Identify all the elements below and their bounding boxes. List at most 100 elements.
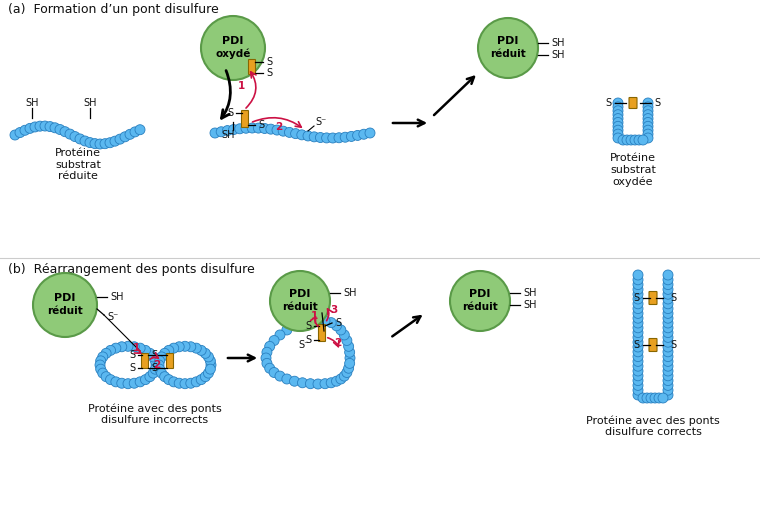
Circle shape (633, 356, 643, 367)
Text: Protéine avec des ponts
disulfure incorrects: Protéine avec des ponts disulfure incorr… (88, 403, 222, 425)
Circle shape (260, 123, 270, 133)
Circle shape (253, 123, 264, 133)
Circle shape (15, 128, 25, 138)
Circle shape (216, 127, 226, 137)
FancyBboxPatch shape (649, 291, 657, 304)
Circle shape (264, 363, 274, 373)
Circle shape (344, 342, 353, 351)
Circle shape (196, 345, 206, 356)
Circle shape (10, 130, 20, 140)
Circle shape (262, 358, 272, 368)
Circle shape (50, 123, 60, 133)
Circle shape (229, 124, 239, 134)
Text: Protéine
substrat
réduite: Protéine substrat réduite (55, 148, 101, 181)
Circle shape (633, 380, 643, 390)
Circle shape (334, 133, 344, 143)
Circle shape (20, 126, 30, 135)
Circle shape (643, 129, 653, 139)
Text: S: S (634, 293, 640, 303)
Circle shape (272, 125, 282, 135)
Circle shape (633, 333, 643, 343)
Text: S: S (151, 363, 157, 373)
Circle shape (306, 316, 315, 326)
Circle shape (654, 393, 664, 403)
Circle shape (663, 337, 673, 347)
Text: 1: 1 (311, 311, 318, 321)
Circle shape (663, 309, 673, 319)
FancyBboxPatch shape (318, 324, 325, 342)
Text: S: S (151, 350, 157, 360)
Circle shape (633, 376, 643, 385)
Text: 1: 1 (238, 81, 245, 91)
Circle shape (633, 285, 643, 294)
Circle shape (306, 379, 315, 389)
Text: oxydé: oxydé (215, 49, 251, 59)
Circle shape (169, 343, 179, 353)
Circle shape (613, 102, 623, 112)
Text: PDI: PDI (223, 36, 244, 46)
Circle shape (345, 347, 355, 357)
FancyBboxPatch shape (249, 60, 255, 74)
Circle shape (196, 374, 206, 384)
Text: SH: SH (221, 130, 235, 140)
Circle shape (135, 377, 145, 387)
Circle shape (129, 342, 139, 352)
Circle shape (650, 393, 660, 403)
Circle shape (270, 271, 330, 331)
Circle shape (315, 132, 325, 143)
Circle shape (642, 393, 652, 403)
Circle shape (345, 358, 355, 368)
Circle shape (129, 378, 139, 388)
Circle shape (111, 377, 121, 387)
Circle shape (347, 131, 356, 141)
Circle shape (96, 364, 106, 374)
Circle shape (210, 128, 220, 138)
Circle shape (55, 124, 65, 134)
Circle shape (282, 325, 292, 335)
Text: 1: 1 (133, 343, 141, 353)
Text: 2: 2 (334, 338, 341, 348)
Circle shape (290, 129, 301, 139)
Circle shape (643, 121, 653, 131)
Circle shape (30, 122, 40, 132)
Circle shape (100, 139, 110, 149)
Circle shape (95, 360, 105, 370)
Circle shape (321, 133, 331, 143)
Circle shape (613, 98, 623, 108)
Circle shape (633, 366, 643, 376)
Text: PDI: PDI (290, 289, 311, 299)
Circle shape (284, 128, 294, 138)
FancyBboxPatch shape (141, 354, 148, 369)
Circle shape (663, 275, 673, 285)
Circle shape (663, 280, 673, 290)
Text: S: S (670, 340, 676, 350)
Circle shape (320, 379, 330, 389)
Text: 3: 3 (330, 305, 337, 315)
Text: S: S (266, 68, 272, 78)
Circle shape (643, 133, 653, 143)
Text: SH: SH (25, 98, 39, 108)
Circle shape (633, 303, 643, 314)
Circle shape (633, 318, 643, 328)
Circle shape (205, 364, 215, 374)
Circle shape (247, 123, 257, 133)
Circle shape (101, 348, 111, 358)
Circle shape (339, 330, 350, 340)
Circle shape (297, 378, 308, 388)
Circle shape (622, 135, 632, 145)
Circle shape (633, 313, 643, 323)
Circle shape (633, 294, 643, 304)
Text: S⁻: S⁻ (299, 340, 310, 350)
Circle shape (633, 385, 643, 395)
Circle shape (106, 345, 116, 356)
Text: réduit: réduit (462, 302, 498, 312)
Circle shape (151, 360, 161, 370)
Circle shape (331, 376, 341, 386)
Circle shape (180, 342, 190, 351)
Circle shape (150, 356, 160, 366)
Circle shape (663, 270, 673, 280)
Circle shape (613, 133, 623, 143)
Circle shape (633, 351, 643, 361)
Text: SH: SH (551, 38, 565, 48)
Circle shape (160, 372, 169, 382)
